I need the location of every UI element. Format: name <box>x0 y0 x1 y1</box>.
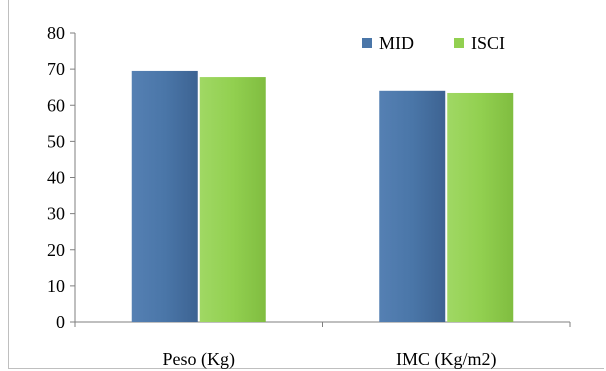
y-tick-label: 70 <box>47 59 65 79</box>
bar-isci-1 <box>199 77 266 322</box>
bar-mid-1 <box>131 70 198 323</box>
bar-isci-2 <box>447 92 514 322</box>
legend: MID ISCI <box>362 33 505 53</box>
y-tick-label: 40 <box>47 168 65 188</box>
y-axis: 0 10 20 30 40 50 60 70 80 <box>47 23 76 332</box>
y-tick-label: 0 <box>56 312 65 332</box>
bar-mid-2 <box>379 90 446 322</box>
x-axis: Peso (Kg) IMC (Kg/m2) <box>74 321 571 370</box>
legend-swatch-mid <box>362 38 372 48</box>
y-tick-label: 30 <box>47 204 65 224</box>
legend-swatch-isci <box>454 38 464 48</box>
x-tick-label: IMC (Kg/m2) <box>396 349 497 370</box>
x-tick-label: Peso (Kg) <box>163 349 236 370</box>
y-tick-label: 60 <box>47 95 65 115</box>
y-tick-label: 10 <box>47 276 65 296</box>
y-tick-label: 20 <box>47 240 65 260</box>
y-tick-label: 50 <box>47 131 65 151</box>
bars <box>131 70 514 323</box>
y-tick-label: 80 <box>47 23 65 43</box>
chart-frame <box>8 0 604 369</box>
legend-label-isci: ISCI <box>471 33 505 53</box>
legend-label-mid: MID <box>379 33 414 53</box>
